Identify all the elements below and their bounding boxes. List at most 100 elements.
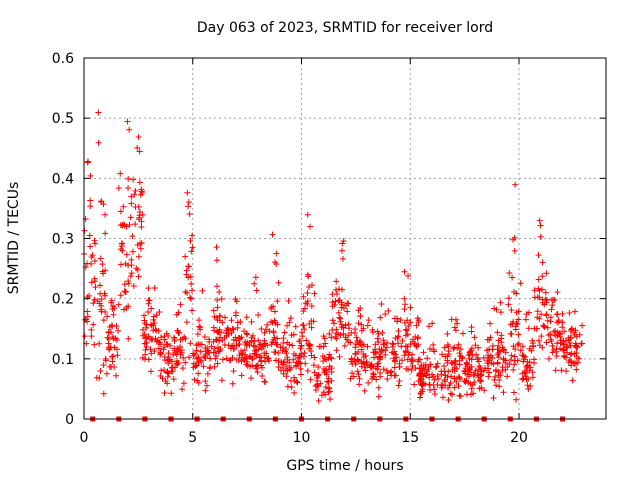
data-point <box>444 330 451 337</box>
data-point <box>456 350 463 357</box>
data-point <box>431 376 438 383</box>
data-point <box>511 353 518 360</box>
data-point <box>401 268 408 275</box>
data-point <box>180 354 187 361</box>
data-point <box>390 355 397 362</box>
data-point <box>185 203 192 210</box>
data-point <box>251 280 258 287</box>
data-point <box>82 316 89 323</box>
data-point <box>168 390 175 397</box>
data-point <box>535 337 542 344</box>
data-point <box>110 335 117 342</box>
data-point <box>383 367 390 374</box>
data-point <box>125 335 132 342</box>
data-point <box>298 342 305 349</box>
data-point <box>202 387 209 394</box>
data-point <box>285 298 292 305</box>
data-point <box>331 301 338 308</box>
data-point <box>213 314 220 321</box>
y-tick-label: 0.2 <box>52 292 74 308</box>
data-point <box>365 379 372 386</box>
data-point <box>350 373 357 380</box>
axis-ticks: 0 0.1 0.2 0.3 0.4 0.5 0.6 0 5 10 15 20 <box>52 51 606 446</box>
data-point <box>333 347 340 354</box>
data-point <box>214 283 221 290</box>
data-point <box>81 333 88 340</box>
data-point <box>232 296 239 303</box>
data-point <box>266 328 273 335</box>
data-point <box>415 356 422 363</box>
data-point <box>374 363 381 370</box>
data-point <box>326 384 333 391</box>
data-point <box>378 301 385 308</box>
data-point <box>335 297 342 304</box>
data-point <box>376 356 383 363</box>
data-point <box>145 285 152 292</box>
data-point <box>571 308 578 315</box>
y-tick-label: 0.6 <box>52 51 74 67</box>
data-point <box>206 336 213 343</box>
data-point <box>495 342 502 349</box>
data-point <box>270 336 277 343</box>
data-point <box>440 394 447 401</box>
data-point <box>212 355 219 362</box>
data-point <box>185 263 192 270</box>
chart-title: Day 063 of 2023, SRMTID for receiver lor… <box>197 20 493 36</box>
data-point <box>415 319 422 326</box>
data-point <box>351 357 358 364</box>
data-point <box>131 191 138 198</box>
y-axis-label: SRMTID / TECUs <box>6 182 22 295</box>
data-point <box>132 221 139 228</box>
data-point <box>188 287 195 294</box>
data-point <box>444 374 451 381</box>
data-point <box>442 353 449 360</box>
data-point <box>468 385 475 392</box>
data-point <box>476 377 483 384</box>
data-point <box>362 367 369 374</box>
data-point <box>171 334 178 341</box>
data-point <box>430 382 437 389</box>
data-point <box>352 344 359 351</box>
data-point <box>457 393 464 400</box>
data-point <box>156 308 163 315</box>
data-point <box>334 291 341 298</box>
data-point <box>339 240 346 247</box>
data-point <box>161 333 168 340</box>
data-point <box>111 305 118 312</box>
data-point <box>379 329 386 336</box>
data-point <box>510 389 517 396</box>
data-point <box>135 253 142 260</box>
data-point <box>193 347 200 354</box>
data-point <box>164 373 171 380</box>
grid-lines <box>84 58 606 419</box>
data-point <box>568 325 575 332</box>
data-point <box>179 386 186 393</box>
data-point <box>85 292 92 299</box>
data-point <box>564 343 571 350</box>
data-point <box>270 303 277 310</box>
data-point <box>213 336 220 343</box>
data-point <box>117 261 124 268</box>
data-point <box>165 350 172 357</box>
data-point <box>485 360 492 367</box>
data-point <box>294 379 301 386</box>
data-point <box>426 374 433 381</box>
data-point <box>413 322 420 329</box>
data-point <box>132 187 139 194</box>
data-point <box>146 336 153 343</box>
data-point <box>333 329 340 336</box>
data-point <box>223 355 230 362</box>
data-point <box>288 364 295 371</box>
data-point <box>191 376 198 383</box>
x-tick-label: 20 <box>510 430 528 446</box>
data-point <box>405 322 412 329</box>
data-point <box>501 346 508 353</box>
data-point <box>328 355 335 362</box>
data-point <box>163 341 170 348</box>
data-point <box>103 370 110 377</box>
data-point <box>104 313 111 320</box>
data-point <box>356 375 363 382</box>
data-point <box>197 348 204 355</box>
data-point <box>125 184 132 191</box>
data-point <box>177 336 184 343</box>
